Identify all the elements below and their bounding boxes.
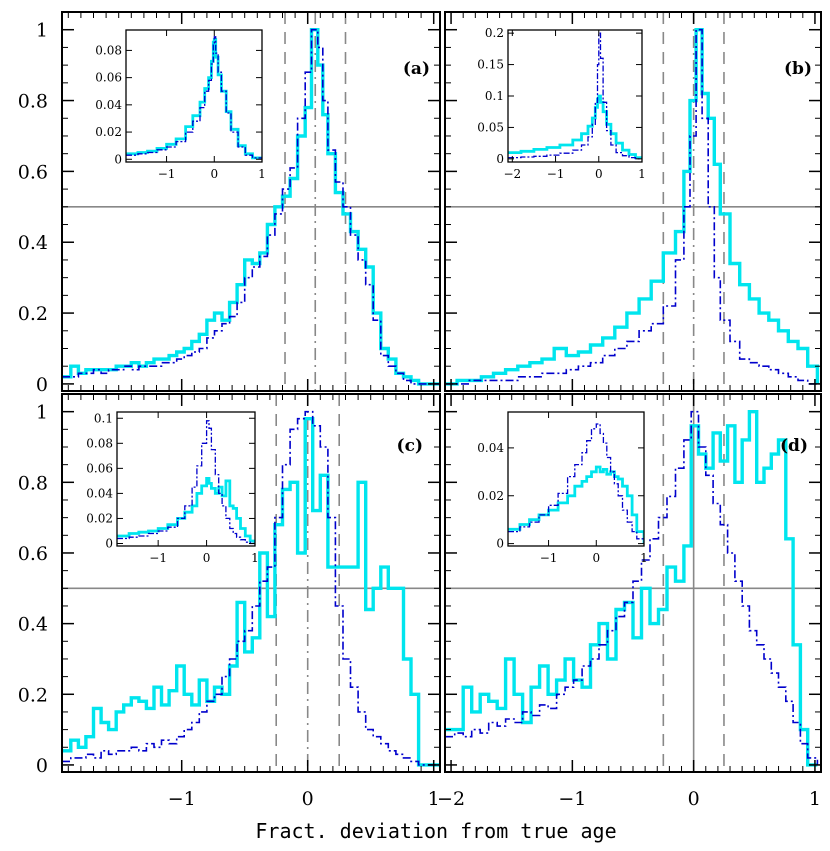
inset-frame <box>116 411 256 547</box>
y-tick-label: 0.8 <box>18 472 48 494</box>
inset-x-tick-label: 1 <box>640 551 648 565</box>
panel-frame <box>61 11 441 392</box>
x-tick-label: 0 <box>688 788 700 810</box>
axis-ticks <box>62 394 440 772</box>
panel-a: 0 0.2 0.4 0.6 0.8 1 (a) −1 0 1 0 0.02 0.04 0.06 0.08 <box>18 11 441 396</box>
y-tick-label: 0.2 <box>18 684 48 706</box>
y-tick-label: 0.4 <box>18 232 48 254</box>
x-tick-label: 1 <box>809 788 821 810</box>
panel-c: 0 0.2 0.4 0.6 0.8 1 −1 0 1 (c) −1 0 1 0 0.02 0.04 0.06 0.… <box>18 393 441 810</box>
inset-background <box>117 412 255 546</box>
inset: −1 0 1 0 0.02 0.04 0.06 0.08 <box>95 29 266 181</box>
inset-x-tick-label: 0 <box>203 551 211 565</box>
y-tick-label: 0 <box>36 374 48 396</box>
inset: −1 0 1 0 0.02 0.04 <box>477 411 648 565</box>
y-tick-label: 0 <box>36 755 48 777</box>
panel-label: (c) <box>397 436 423 456</box>
inset-y-tick-label: 0.02 <box>95 125 122 139</box>
inset-y-tick-label: 0 <box>105 536 113 550</box>
panel-label: (b) <box>784 59 812 79</box>
axis-ticks <box>62 12 440 391</box>
inset-y-tick-label: 0.1 <box>485 89 504 103</box>
series-dashdot-line <box>62 28 440 385</box>
series-solid-line <box>62 417 440 767</box>
x-tick-label: 1 <box>428 788 440 810</box>
y-tick-label: 1 <box>36 20 48 42</box>
series-solid-line <box>445 410 818 767</box>
inset-y-tick-label: 0 <box>496 152 504 166</box>
inset-y-tick-label: 0.2 <box>485 26 504 40</box>
axis-ticks <box>445 394 821 772</box>
x-tick-label: −1 <box>168 788 196 810</box>
panel-label: (a) <box>403 59 430 79</box>
inset-solid-line <box>508 465 644 544</box>
series-group <box>445 410 819 767</box>
inset-x-tick-label: 0 <box>595 167 603 181</box>
inset-solid-line <box>117 477 255 544</box>
inset-dashdot-line <box>126 36 262 160</box>
inset-x-tick-label: −2 <box>503 167 521 181</box>
inset-y-tick-label: 0.04 <box>477 441 504 455</box>
inset-y-tick-label: 0.1 <box>94 411 113 425</box>
inset-y-tick-label: 0.06 <box>86 461 113 475</box>
series-dashdot-line <box>445 410 819 765</box>
inset-dashdot-line <box>117 420 255 545</box>
inset-frame <box>507 411 645 547</box>
inset-y-tick-label: 0.02 <box>86 511 113 525</box>
inset-x-tick-label: 1 <box>638 167 646 181</box>
x-tick-label: −1 <box>558 788 586 810</box>
y-tick-label: 0.2 <box>18 303 48 325</box>
series-group <box>62 28 440 386</box>
y-tick-label: 1 <box>36 402 48 424</box>
series-group <box>62 410 440 767</box>
inset-y-tick-label: 0.08 <box>95 43 122 57</box>
inset-series <box>508 423 644 544</box>
inset-background <box>126 30 262 162</box>
inset: −1 0 1 0 0.02 0.04 0.06 0.08 0.1 <box>86 411 259 565</box>
guide-lines <box>445 12 821 391</box>
inset-y-tick-label: 0.15 <box>477 58 504 72</box>
inset-y-tick-label: 0.08 <box>86 436 113 450</box>
series-group <box>445 28 820 386</box>
inset-x-tick-label: 0 <box>592 551 600 565</box>
inset-y-tick-label: 0.04 <box>86 486 113 500</box>
series-dashdot-line <box>62 410 440 766</box>
inset-x-tick-label: −1 <box>547 167 565 181</box>
inset-x-tick-label: −1 <box>540 551 558 565</box>
panel-d: −2 −1 0 1 (d) −1 0 1 0 0.02 0.04 <box>437 393 822 810</box>
inset: −2 −1 0 1 0 0.05 0.1 0.15 0.2 <box>477 26 646 181</box>
inset-y-tick-label: 0.05 <box>477 120 504 134</box>
panel-frame <box>61 393 441 773</box>
y-tick-label: 0.4 <box>18 614 48 636</box>
x-tick-label: 0 <box>302 788 314 810</box>
series-dashdot-line <box>445 28 818 385</box>
inset-y-tick-label: 0.04 <box>95 98 122 112</box>
y-tick-label: 0.6 <box>18 161 48 183</box>
panel-label: (d) <box>780 436 808 456</box>
x-axis-title: Fract. deviation from true age <box>255 819 616 843</box>
inset-x-tick-label: −1 <box>149 551 167 565</box>
inset-x-tick-label: 1 <box>251 551 259 565</box>
y-tick-label: 0.8 <box>18 91 48 113</box>
axis-ticks <box>445 12 821 391</box>
guide-lines <box>62 12 440 391</box>
inset-frame <box>125 29 263 163</box>
series-solid-line <box>445 28 820 386</box>
inset-dashdot-line <box>508 423 644 544</box>
inset-x-tick-label: 0 <box>210 167 218 181</box>
panel-b: (b) −2 −1 0 1 0 0.05 0.1 0.15 0.2 <box>444 11 822 392</box>
inset-x-tick-label: 1 <box>258 167 266 181</box>
x-tick-label: −2 <box>437 788 465 810</box>
inset-series <box>508 32 642 160</box>
inset-y-tick-label: 0 <box>114 152 122 166</box>
inset-y-tick-label: 0 <box>496 537 504 551</box>
inset-x-tick-label: −1 <box>158 167 176 181</box>
inset-y-tick-label: 0.02 <box>477 489 504 503</box>
inset-series <box>126 36 262 160</box>
y-tick-label: 0.6 <box>18 543 48 565</box>
inset-y-tick-label: 0.06 <box>95 71 122 85</box>
inset-series <box>117 420 255 545</box>
